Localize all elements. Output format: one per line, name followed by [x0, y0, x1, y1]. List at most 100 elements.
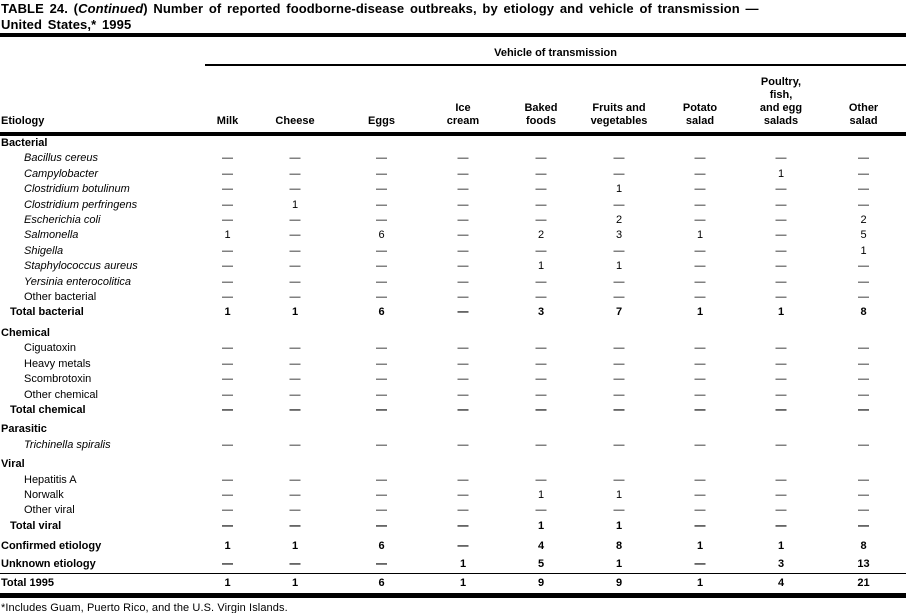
value-cell-milk: — [222, 557, 233, 570]
etiology-label: Staphylococcus aureus [24, 260, 138, 273]
value-cell-potato-salad: — [694, 183, 706, 196]
section-header-parasitic: Parasitic [0, 422, 906, 437]
table-row-scombrotoxin: Scombrotoxin — — — — — — — — — [0, 372, 906, 387]
value-cell-baked-foods: — [535, 473, 547, 486]
etiology-label: Confirmed etiology [1, 540, 102, 553]
value-cell-cheese: 1 [291, 198, 299, 211]
etiology-label: Total chemical [10, 403, 86, 416]
value-cell-fruits-and-vegetables: 1 [615, 519, 623, 532]
value-cell-eggs: — [376, 291, 387, 304]
value-cell-poultry-fish-and-egg-salads: — [775, 152, 787, 165]
value-cell-ice-cream: — [457, 438, 469, 451]
value-cell-cheese: — [289, 152, 301, 165]
value-cell-fruits-and-vegetables: 1 [615, 183, 623, 196]
column-header-poultry-fish-and-egg-salads: Poultry, fish, and egg salads [741, 65, 821, 136]
value-cell-potato-salad: 1 [696, 306, 704, 319]
value-cell-potato-salad: — [694, 557, 706, 570]
value-cell-potato-salad: 1 [696, 540, 704, 553]
value-cell-fruits-and-vegetables: — [613, 244, 625, 257]
table-row-ciguatoxin: Ciguatoxin — — — — — — — — — [0, 341, 906, 356]
section-header-label: Bacterial [1, 137, 48, 149]
value-cell-milk: — [222, 342, 233, 355]
value-cell-poultry-fish-and-egg-salads: — [775, 198, 787, 211]
value-cell-baked-foods: — [535, 291, 547, 304]
value-cell-other-salad: — [858, 357, 870, 370]
value-cell-potato-salad: — [694, 214, 706, 227]
value-cell-fruits-and-vegetables: 1 [615, 488, 623, 501]
value-cell-cheese: — [289, 438, 301, 451]
value-cell-cheese: — [289, 557, 301, 570]
value-cell-poultry-fish-and-egg-salads: — [775, 357, 787, 370]
value-cell-fruits-and-vegetables: — [613, 388, 625, 401]
value-cell-ice-cream: — [457, 373, 469, 386]
value-cell-fruits-and-vegetables: — [613, 504, 625, 517]
spanner-row: Vehicle of transmission [0, 37, 906, 66]
value-cell-potato-salad: 1 [659, 573, 741, 594]
etiology-label: Other chemical [24, 388, 98, 401]
value-cell-baked-foods: — [535, 373, 547, 386]
value-cell-baked-foods: 1 [537, 488, 545, 501]
value-cell-cheese: 1 [291, 306, 299, 319]
value-cell-other-salad: — [858, 167, 870, 180]
value-cell-other-salad: — [858, 488, 870, 501]
value-cell-fruits-and-vegetables: — [613, 473, 625, 486]
value-cell-milk: — [222, 291, 233, 304]
value-cell-other-salad: — [858, 388, 870, 401]
value-cell-cheese: — [289, 473, 301, 486]
etiology-label: Clostridium perfringens [24, 198, 138, 211]
value-cell-cheese: — [289, 504, 301, 517]
value-cell-eggs: — [376, 519, 387, 532]
value-cell-cheese: — [289, 342, 301, 355]
value-cell-ice-cream: — [457, 229, 469, 242]
value-cell-fruits-and-vegetables: 7 [615, 306, 623, 319]
value-cell-potato-salad: — [694, 275, 706, 288]
value-cell-milk: — [222, 244, 233, 257]
value-cell-poultry-fish-and-egg-salads: — [775, 488, 787, 501]
value-cell-milk: — [222, 504, 233, 517]
value-cell-milk: — [222, 403, 233, 416]
value-cell-eggs: — [376, 152, 387, 165]
value-cell-potato-salad: — [694, 373, 706, 386]
etiology-label: Escherichia coli [24, 214, 101, 227]
value-cell-ice-cream: — [457, 540, 469, 553]
etiology-label: Total bacterial [10, 306, 84, 319]
table-row-campylobacter: Campylobacter — — — — — — — 1 — [0, 167, 906, 182]
value-cell-potato-salad: — [694, 504, 706, 517]
value-cell-potato-salad: — [694, 291, 706, 304]
value-cell-poultry-fish-and-egg-salads: — [775, 388, 787, 401]
value-cell-ice-cream: — [457, 342, 469, 355]
value-cell-fruits-and-vegetables: — [613, 438, 625, 451]
value-cell-fruits-and-vegetables: — [613, 357, 625, 370]
table-row-hepatitis-a: Hepatitis A — — — — — — — — — [0, 473, 906, 488]
value-cell-potato-salad: — [694, 167, 706, 180]
value-cell-poultry-fish-and-egg-salads: — [775, 438, 787, 451]
value-cell-ice-cream: — [457, 198, 469, 211]
etiology-label: Other viral [24, 504, 75, 517]
value-cell-ice-cream: — [457, 403, 469, 416]
table-row-staphylococcus-aureus: Staphylococcus aureus — — — — 1 1 — — — [0, 259, 906, 274]
spanner-spacer [0, 37, 205, 65]
value-cell-milk: — [222, 214, 233, 227]
value-cell-potato-salad: — [694, 488, 706, 501]
table-row-shigella: Shigella — — — — — — — — 1 [0, 244, 906, 259]
table-row-clostridium-botulinum: Clostridium botulinum — — — — — 1 — — — [0, 182, 906, 197]
etiology-label: Total viral [10, 519, 62, 532]
value-cell-other-salad: 8 [860, 306, 867, 319]
value-cell-poultry-fish-and-egg-salads: — [775, 214, 787, 227]
value-cell-potato-salad: — [694, 342, 706, 355]
value-cell-eggs: — [376, 504, 387, 517]
value-cell-eggs: — [376, 473, 387, 486]
value-cell-ice-cream: — [457, 167, 469, 180]
value-cell-eggs: 6 [378, 306, 385, 319]
value-cell-ice-cream: — [457, 275, 469, 288]
value-cell-eggs: — [376, 403, 387, 416]
table-row-total-viral: Total viral — — — — 1 1 — — — [0, 519, 906, 534]
value-cell-poultry-fish-and-egg-salads: — [775, 403, 787, 416]
value-cell-other-salad: 21 [821, 573, 906, 594]
table-row-escherichia-coli: Escherichia coli — — — — — 2 — — 2 [0, 213, 906, 228]
value-cell-fruits-and-vegetables: 8 [615, 540, 623, 553]
value-cell-eggs: — [376, 244, 387, 257]
value-cell-eggs: 6 [378, 229, 385, 242]
value-cell-other-salad: — [858, 473, 870, 486]
value-cell-poultry-fish-and-egg-salads: 1 [777, 540, 785, 553]
